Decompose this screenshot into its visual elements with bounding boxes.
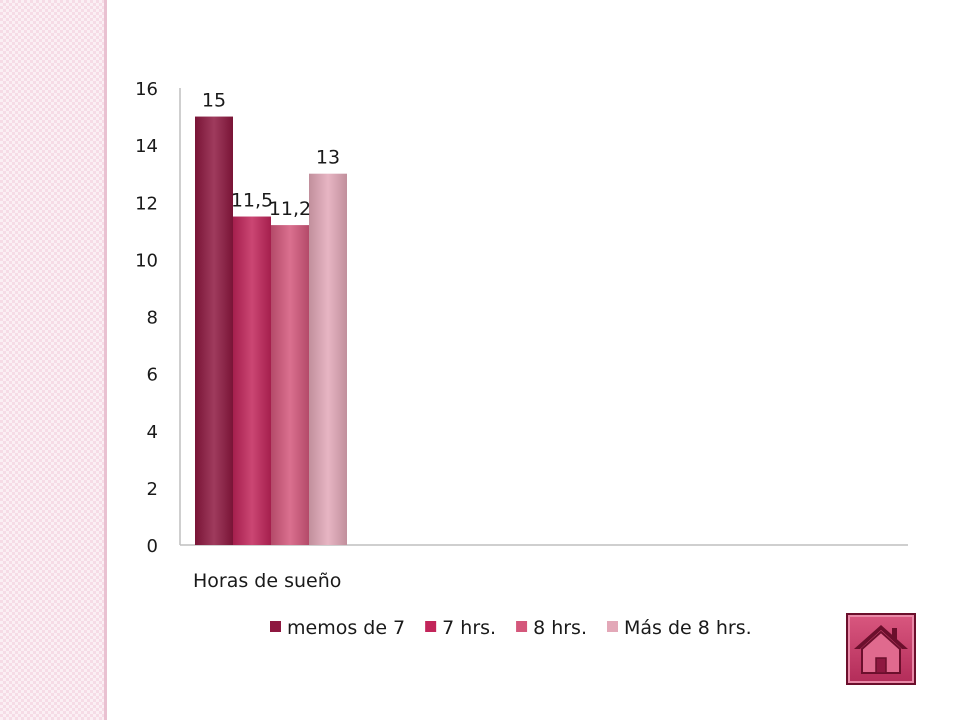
bar-1 (233, 216, 271, 545)
x-category-label: Horas de sueño (193, 570, 341, 592)
bar-data-label: 11,5 (231, 190, 273, 212)
y-tick-label: 14 (135, 136, 158, 157)
y-tick-label: 16 (135, 79, 158, 100)
bar-data-label: 15 (202, 90, 226, 112)
home-button[interactable] (846, 613, 916, 685)
y-tick-label: 4 (147, 422, 158, 443)
legend-swatch (425, 621, 437, 632)
bar-3 (309, 173, 347, 545)
y-tick-label: 8 (147, 308, 158, 329)
legend-label: memos de 7 (287, 617, 405, 639)
legend-label: 8 hrs. (533, 617, 587, 639)
chart-x-ticks: Horas de sueño (193, 570, 341, 592)
bar-data-label: 11,2 (269, 198, 311, 220)
legend-swatch (270, 621, 281, 632)
chart-data-labels: 15 11,511,2 13 (202, 90, 340, 221)
side-band-edge (104, 0, 107, 720)
bar-0 (195, 116, 233, 545)
legend-label: Más de 8 hrs. (624, 617, 752, 639)
y-tick-label: 2 (147, 479, 158, 500)
chart-bars (195, 116, 347, 545)
y-tick-label: 12 (135, 193, 158, 214)
bar-2 (271, 225, 309, 545)
legend-swatch (607, 621, 618, 632)
chart-legend: memos de 7 7 hrs. 8 hrs. Más de 8 hrs. (270, 617, 752, 639)
legend-swatch (516, 621, 528, 632)
chart-y-ticks: 0 2 4 6 8 10 12 14 16 (135, 79, 158, 557)
y-tick-label: 10 (135, 250, 158, 271)
legend-label: 7 hrs. (442, 617, 496, 639)
bar-data-label: 13 (316, 147, 340, 169)
y-tick-label: 0 (147, 536, 158, 557)
y-tick-label: 6 (147, 365, 158, 386)
home-icon (854, 625, 908, 674)
decorative-side-band (0, 0, 106, 720)
